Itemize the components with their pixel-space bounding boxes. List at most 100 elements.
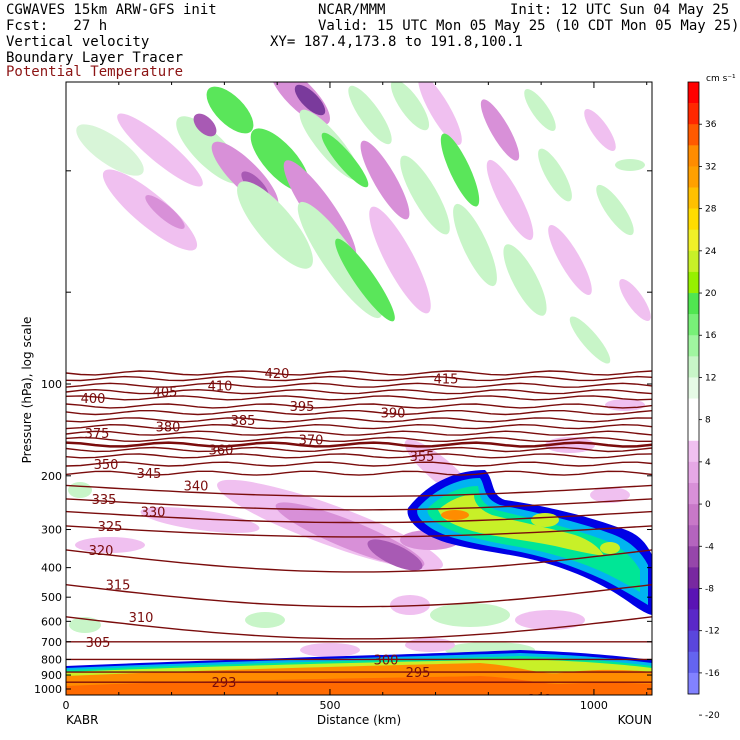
theta-label: 293 (212, 676, 237, 691)
field-boundary-layer-tracer: Boundary Layer Tracer (6, 50, 184, 66)
right-endpoint-label: KOUN (618, 713, 652, 727)
theta-label: 405 (153, 386, 178, 401)
y-tick-label: 400 (41, 562, 62, 575)
theta-contour (66, 417, 652, 423)
colorbar-label: 12 (705, 373, 716, 383)
colorbar-swatch (688, 124, 699, 146)
colorbar-label: 0 (705, 500, 711, 510)
y-tick-label: 700 (41, 636, 62, 649)
colorbar-swatch (688, 208, 699, 231)
colorbar-swatch (688, 103, 699, 125)
field-potential-temperature: Potential Temperature (6, 64, 184, 80)
colorbar-swatch (688, 187, 699, 209)
valid-time: Valid: 15 UTC Mon 05 May 25 (10 CDT Mon … (318, 18, 740, 34)
theta-label: 335 (92, 493, 117, 508)
boundary-layer-tracer-surface (66, 650, 652, 695)
cross-section-endpoints: XY= 187.4,173.8 to 191.8,100.1 (270, 34, 523, 50)
theta-label: 292 (528, 693, 553, 708)
y-tick-label: 600 (41, 615, 62, 628)
theta-contour (66, 584, 652, 608)
colorbar-label: -4 (705, 542, 714, 552)
theta-contour (66, 430, 652, 436)
theta-contour (66, 461, 652, 467)
colorbar-label: 24 (705, 247, 717, 257)
theta-contour (66, 525, 652, 538)
theta-contour (66, 403, 652, 409)
y-tick-label: 100 (41, 378, 62, 391)
colorbar-swatch (688, 504, 699, 526)
colorbar-swatch (688, 525, 699, 547)
model-title: CGWAVES 15km ARW-GFS init (6, 2, 217, 18)
colorbar-label: 32 (705, 162, 716, 172)
colorbar-label: -8 (705, 584, 714, 594)
colorbar-label: 20 (705, 289, 717, 299)
y-tick-label: 900 (41, 669, 62, 682)
theta-label: 375 (85, 427, 110, 442)
colorbar-swatch (688, 293, 699, 315)
colorbar-label: -16 (705, 669, 720, 679)
colorbar-swatch (688, 609, 699, 631)
theta-label: 390 (381, 406, 406, 421)
theta-contour (66, 510, 652, 524)
theta-label: 415 (434, 373, 459, 388)
theta-contour (66, 470, 652, 476)
colorbar-swatch (688, 567, 699, 589)
theta-contour (66, 370, 652, 376)
colorbar-swatch (688, 461, 699, 484)
theta-label: 325 (98, 520, 123, 535)
theta-label: 420 (265, 367, 290, 382)
colorbar-label: -12 (705, 627, 720, 637)
theta-contour (66, 616, 652, 640)
x-axis: 0 500 1000 (63, 82, 648, 712)
colorbar-swatch (688, 398, 699, 420)
potential-temperature-contours: 420 415 410 405 400 395 390 385 380 375 370 360 355 3… (66, 367, 652, 708)
colorbar-swatch (688, 356, 699, 378)
colorbar-swatch (688, 588, 699, 610)
theta-label: 410 (208, 379, 233, 394)
theta-contour (66, 453, 652, 459)
colorbar-swatch (688, 271, 699, 294)
theta-contour (66, 375, 652, 382)
colorbar-label: 36 (705, 120, 717, 130)
x-axis-title: Distance (km) (317, 713, 401, 727)
theta-contour (66, 382, 652, 388)
theta-label: 300 (374, 653, 399, 668)
colorbar-swatch (688, 440, 699, 463)
theta-label: 345 (137, 467, 162, 482)
y-tick-label: 500 (41, 591, 62, 604)
theta-label: 355 (410, 450, 435, 465)
field-vertical-velocity: Vertical velocity (6, 34, 150, 50)
colorbar-swatch (688, 166, 699, 188)
theta-contour (66, 441, 652, 448)
colorbar-swatch (688, 377, 699, 399)
colorbar-swatch (688, 651, 699, 674)
colorbar-swatch (688, 145, 699, 167)
theta-label: 330 (141, 506, 166, 521)
theta-label: 305 (86, 636, 111, 651)
init-time: Init: 12 UTC Sun 04 May 25 (510, 2, 730, 18)
theta-label: 370 (299, 433, 324, 448)
x-tick-label: 0 (63, 699, 70, 712)
colorbar-swatch (688, 482, 699, 505)
theta-label: 380 (156, 421, 181, 436)
theta-contour (66, 410, 652, 416)
left-endpoint-label: KABR (66, 713, 98, 727)
x-tick-label: 500 (319, 699, 340, 712)
theta-contour (66, 484, 652, 498)
y-tick-label: 200 (41, 470, 62, 483)
theta-label: 310 (129, 611, 154, 626)
colorbar-swatch (688, 419, 699, 442)
theta-contour (66, 423, 652, 430)
forecast-hour: Fcst: 27 h (6, 18, 108, 34)
y-axis-title: Pressure (hPa), log scale (20, 317, 34, 464)
colorbar-swatch (688, 229, 699, 252)
colorbar-swatch (688, 546, 699, 568)
colorbar-units: cm s⁻¹ (706, 74, 736, 84)
plot-area: 420 415 410 405 400 395 390 385 380 375 370 360 355 3… (66, 82, 652, 708)
y-tick-label: 800 (41, 653, 62, 666)
colorbar-swatch (688, 672, 699, 695)
colorbar-swatch (688, 82, 699, 104)
colorbar-label: 4 (705, 458, 711, 468)
theta-contour (66, 388, 652, 395)
